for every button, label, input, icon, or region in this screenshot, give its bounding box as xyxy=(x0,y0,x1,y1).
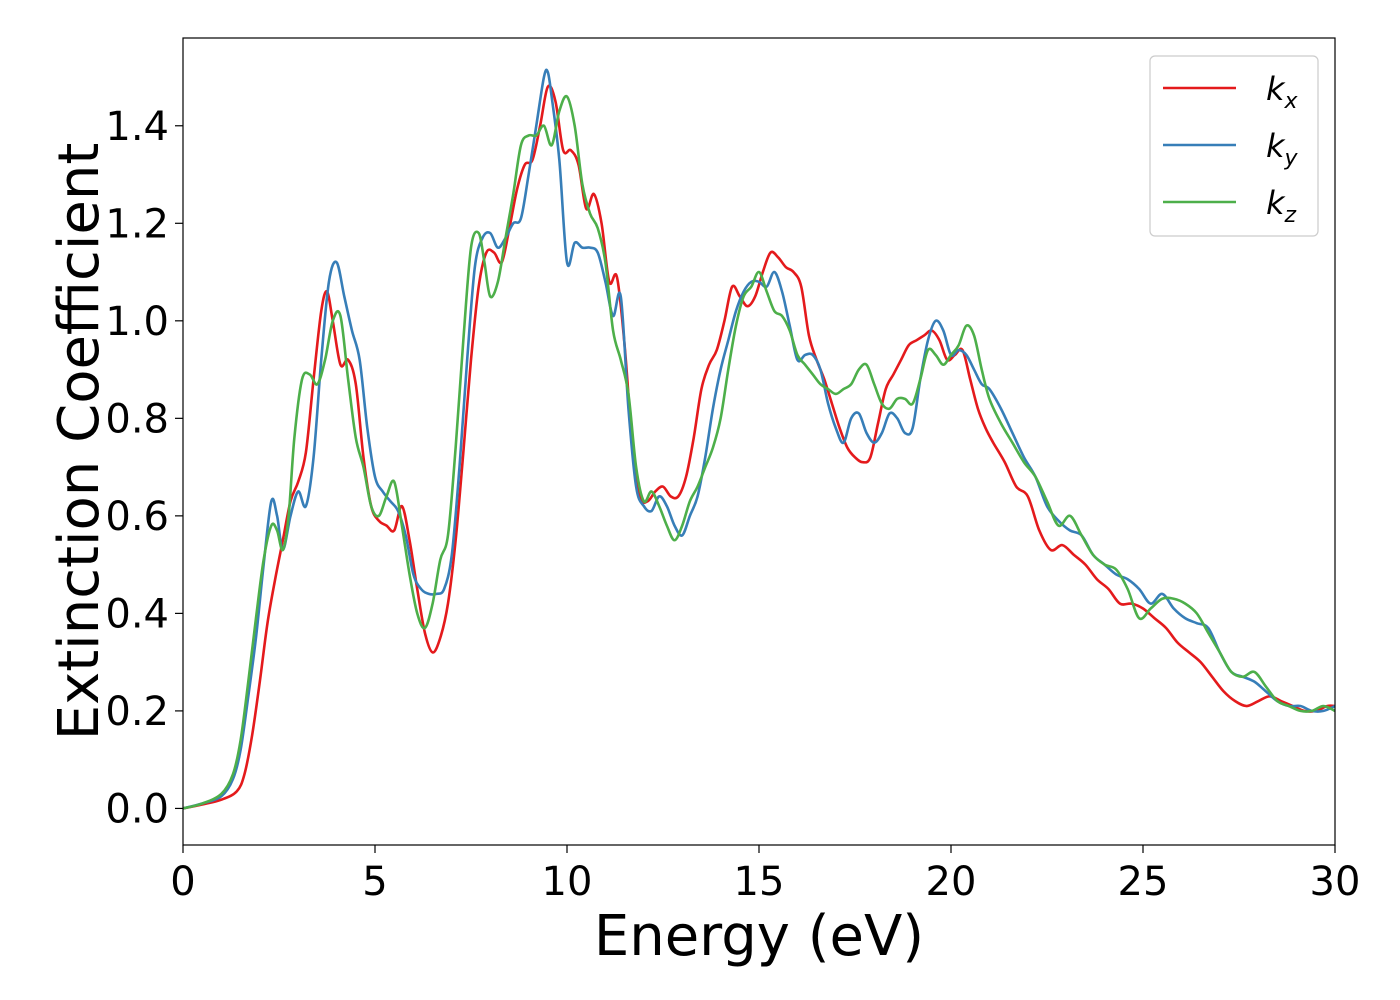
legend-label-main: k xyxy=(1266,70,1286,108)
y-tick-label: 1.4 xyxy=(105,104,169,150)
legend-label-subscript: z xyxy=(1284,203,1297,228)
x-tick-label: 25 xyxy=(1118,859,1169,905)
legend-label-main: k xyxy=(1266,184,1286,222)
y-tick-label: 0.6 xyxy=(105,494,169,540)
y-tick-label: 1.2 xyxy=(105,201,169,247)
legend-label-kx: kx xyxy=(1266,70,1299,114)
series-line-kx xyxy=(183,84,1335,810)
y-tick-label: 0.4 xyxy=(105,591,169,637)
plot-area xyxy=(182,37,1336,846)
x-tick-label: 20 xyxy=(926,859,977,905)
legend-label-subscript: x xyxy=(1284,89,1299,114)
legend-label-main: k xyxy=(1266,127,1286,165)
y-tick-label: 1.0 xyxy=(105,299,169,345)
y-axis-ticks: 0.0 0.2 0.4 0.6 0.8 1.0 1.2 1.4 xyxy=(105,104,183,832)
y-tick-label: 0.8 xyxy=(105,396,169,442)
x-tick-label: 5 xyxy=(362,859,387,905)
legend-label-kz: kz xyxy=(1266,184,1297,228)
y-tick-label: 0.0 xyxy=(105,786,169,832)
legend-label-subscript: y xyxy=(1284,146,1299,171)
y-tick-label: 0.2 xyxy=(105,689,169,735)
x-axis-title: Energy (eV) xyxy=(594,904,924,969)
x-axis-ticks: 0 5 10 15 20 25 30 xyxy=(170,845,1360,905)
legend-label-ky: ky xyxy=(1266,127,1299,171)
x-tick-label: 10 xyxy=(542,859,593,905)
x-tick-label: 15 xyxy=(734,859,785,905)
y-axis-title: Extinction Coefficient xyxy=(47,143,112,741)
x-tick-label: 0 xyxy=(170,859,195,905)
x-tick-label: 30 xyxy=(1310,859,1361,905)
series-layer xyxy=(183,68,1335,810)
series-line-kz xyxy=(183,94,1335,810)
